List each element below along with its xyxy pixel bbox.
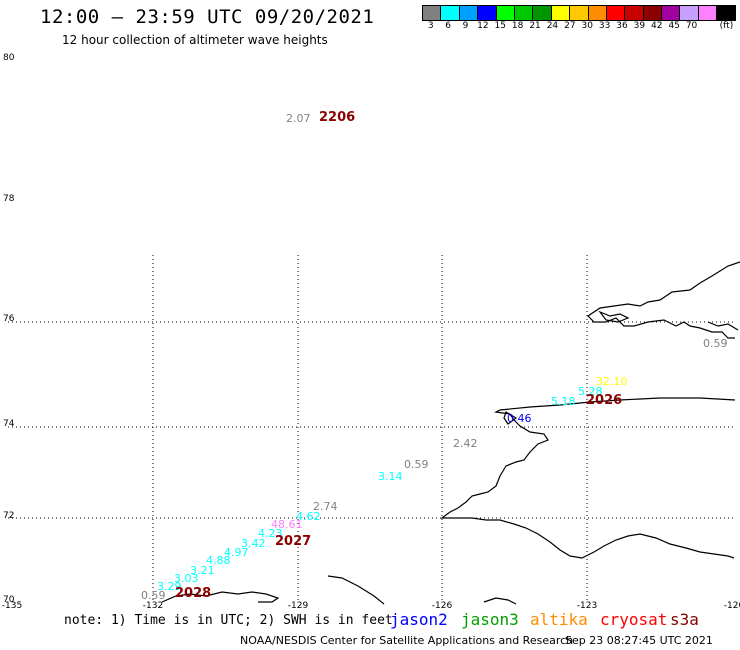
wave-height-value: 3.03 <box>174 572 199 585</box>
footer-timestamp: Sep 23 08:27:45 UTC 2021 <box>565 634 713 647</box>
latitude-label: 74 <box>3 419 15 429</box>
latitude-label: 70 <box>3 595 15 605</box>
colorbar-swatch <box>569 5 589 21</box>
colorbar-tick-label: 36 <box>616 21 628 31</box>
alaska-coast-b <box>327 575 385 605</box>
colorbar-swatch <box>661 5 681 21</box>
wave-height-value: 5.28 <box>578 385 603 398</box>
track-id-label: 2027 <box>275 534 312 549</box>
latitude-label: 76 <box>3 314 15 324</box>
colorbar-tick-label: 6 <box>445 21 451 31</box>
colorbar-tick-label: 9 <box>462 21 469 31</box>
satellite-legend-item: altika <box>530 610 588 629</box>
colorbar-tick-label: 30 <box>581 21 593 31</box>
colorbar-swatch <box>458 5 479 21</box>
wave-height-value: 0.46 <box>507 412 532 425</box>
alaska-coast-a <box>161 591 280 603</box>
wave-height-value: 3.21 <box>190 564 215 577</box>
colorbar-swatch <box>642 5 663 21</box>
colorbar-tick-label: 12 <box>477 21 489 31</box>
colorbar-tick-label: 45 <box>668 21 680 31</box>
track-id-label: 2026 <box>586 393 623 408</box>
banks-island-east <box>707 321 739 331</box>
map-subtitle: 12 hour collection of altimeter wave hei… <box>62 33 328 47</box>
latitude-label: 72 <box>3 511 15 521</box>
colorbar-swatch <box>513 5 534 21</box>
colorbar-tick-label: 15 <box>494 21 506 31</box>
wave-height-value: 48.61 <box>271 518 303 531</box>
colorbar-tick-label: 3 <box>427 21 434 31</box>
colorbar-tick-label: 24 <box>546 21 559 31</box>
wave-height-value: 0.59 <box>404 458 429 471</box>
wave-height-value: 3.14 <box>378 470 403 483</box>
colorbar-unit: (ft) <box>719 21 734 31</box>
colorbar-tick-label: 18 <box>511 21 524 31</box>
colorbar-tick-label: 39 <box>633 21 646 31</box>
longitude-label: -123 <box>576 601 598 611</box>
colorbar-swatch <box>495 5 515 21</box>
longitude-label: -120 <box>723 601 740 611</box>
colorbar-tick-label: 33 <box>598 21 611 31</box>
wave-height-value: 32.10 <box>596 375 628 388</box>
coastline <box>161 261 740 605</box>
alaska-coast-c <box>483 597 517 605</box>
map-title: 12:00 – 23:59 UTC 09/20/2021 <box>40 6 375 28</box>
colorbar-swatch <box>587 5 607 21</box>
colorbar-swatch <box>440 5 460 21</box>
wave-height-value: 2.07 <box>286 112 311 125</box>
graticule <box>8 255 734 603</box>
longitude-label: -132 <box>142 601 164 611</box>
wave-height-value: 3.42 <box>241 537 266 550</box>
colorbar-labels: 3 6 9 12 15 18 21 24 27 30 33 36 39 42 45 70 (ft) <box>422 21 733 31</box>
colorbar-swatch <box>697 5 718 21</box>
banks-island-coast <box>587 261 740 339</box>
wave-height-value: 2.42 <box>453 437 478 450</box>
wave-height-value: 3.29 <box>157 580 182 593</box>
wave-height-value: 4.88 <box>206 554 231 567</box>
wave-height-value: 4.97 <box>224 546 249 559</box>
wave-height-value: 0.59 <box>141 589 166 602</box>
colorbar-swatch <box>624 5 644 21</box>
banks-island-inlet <box>598 310 630 323</box>
wave-height-value: 4.23 <box>258 527 283 540</box>
satellite-legend-item: jason2 <box>390 610 448 629</box>
satellite-legend-item: s3a <box>670 610 699 629</box>
mackenzie-delta <box>503 411 518 425</box>
wave-height-value: 4.62 <box>296 510 321 523</box>
colorbar-swatch <box>716 5 736 21</box>
longitude-label: -126 <box>431 601 453 611</box>
satellite-legend-item: cryosat <box>600 610 668 629</box>
latitude-label: 80 <box>3 53 15 63</box>
latitude-label: 78 <box>3 194 15 204</box>
colorbar-swatch <box>532 5 552 21</box>
longitude-label: -135 <box>1 601 23 611</box>
colorbar-swatch <box>679 5 699 21</box>
colorbar-swatch <box>605 5 626 21</box>
footer-note: note: 1) Time is in UTC; 2) SWH is in fe… <box>64 613 393 628</box>
colorbar-tick-label: 27 <box>564 21 576 31</box>
track-id-label: 2028 <box>175 586 212 601</box>
colorbar-tick-label <box>700 21 717 31</box>
wave-height-value: 0.59 <box>703 337 728 350</box>
satellite-legend-item: jason3 <box>461 610 519 629</box>
colorbar-tick-label: 21 <box>529 21 541 31</box>
wave-height-value: 5.18 <box>551 395 576 408</box>
colorbar-swatch <box>422 5 442 21</box>
colorbar-tick-label: 42 <box>651 21 663 31</box>
wave-height-value: 2.74 <box>313 500 338 513</box>
colorbar-tick-label: 70 <box>685 21 698 31</box>
colorbar-swatch <box>477 5 497 21</box>
footer-credit: NOAA/NESDIS Center for Satellite Applica… <box>240 634 574 647</box>
mainland-coast <box>440 397 736 559</box>
colorbar-swatch <box>550 5 571 21</box>
colorbar-legend <box>422 5 736 21</box>
longitude-label: -129 <box>287 601 309 611</box>
track-id-label: 2206 <box>319 110 356 125</box>
